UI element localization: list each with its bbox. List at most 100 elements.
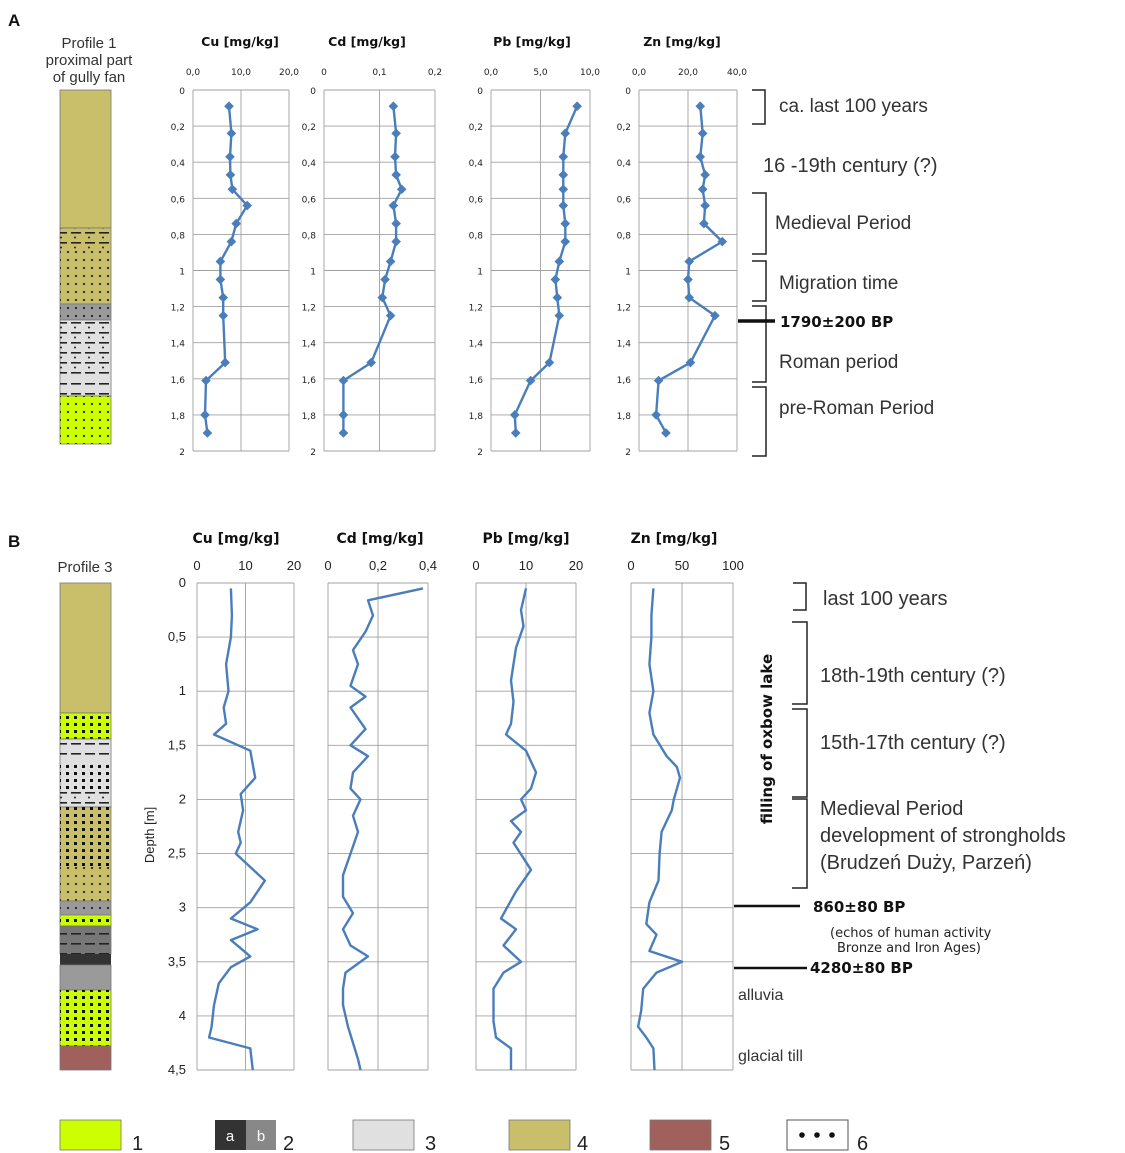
data-point-a-cu-14	[200, 410, 210, 420]
data-point-a-zn-0	[695, 101, 706, 112]
vertical-label-oxbow: filling of oxbow lake	[758, 654, 776, 824]
chart-a-pb: Pb [mg/kg] 0 0,2 0,4 0,6 0,8 1 1,2 1,4 1,6 1,8 2 0,0…	[469, 34, 601, 458]
data-point-a-cd-13	[338, 375, 349, 386]
chart-title-a-pb: Pb [mg/kg]	[493, 34, 571, 49]
y-tick-a-cu-4: 0,8	[171, 231, 186, 241]
x-tick-a-pb-1: 5,0	[533, 68, 548, 78]
profile-1-title-line-1: Profile 1	[61, 35, 116, 52]
data-point-a-cd-7	[391, 236, 401, 247]
y-tick-b-cu-2: 1	[179, 683, 186, 698]
x-tick-b-cu-1: 10	[238, 558, 252, 573]
legend-swatch-2b	[246, 1120, 276, 1150]
data-point-a-cd-11	[385, 310, 396, 321]
data-point-a-cd-8	[385, 256, 396, 267]
date-label-860: 860±80 BP	[813, 898, 905, 916]
y-tick-b-cu-5: 2,5	[168, 846, 186, 861]
y-tick-a-cd-2: 0,4	[302, 159, 317, 169]
legend-label-6: 6	[857, 1133, 868, 1153]
data-point-a-cd-0	[388, 101, 399, 112]
panel-a-letter: A	[8, 11, 20, 30]
y-tick-a-pb-8: 1,6	[469, 376, 484, 386]
medieval-line-1: Medieval Period	[820, 798, 963, 820]
x-tick-b-cd-1: 0,2	[369, 558, 387, 573]
data-point-a-cu-3	[225, 170, 236, 180]
data-point-a-pb-12	[544, 357, 555, 368]
panel-b-annotations: last 100 years filling of oxbow lake 18t…	[734, 582, 1066, 1065]
data-point-a-pb-9	[550, 274, 561, 285]
y-tick-a-cd-6: 1,2	[302, 304, 316, 314]
series-line-b-cu	[207, 588, 267, 1071]
data-point-a-zn-12	[685, 357, 696, 368]
medieval-line-2: development of strongholds	[820, 825, 1066, 847]
series-line-a-pb	[513, 105, 579, 433]
series-line-a-cd	[342, 106, 403, 433]
data-point-a-zn-4	[697, 184, 708, 195]
y-tick-a-pb-0: 0	[477, 87, 483, 97]
x-tick-b-pb-0: 0	[472, 558, 479, 573]
data-point-a-cd-5	[388, 200, 399, 211]
bracket-15-17th-century	[792, 708, 808, 798]
y-axis-label-depth: Depth [m]	[142, 807, 157, 863]
y-tick-a-pb-6: 1,2	[469, 304, 483, 314]
x-tick-a-zn-0: 0,0	[632, 68, 647, 78]
chart-b-zn: Zn [mg/kg] 0 50 100	[627, 531, 744, 1071]
x-tick-a-cd-1: 0,1	[372, 68, 386, 78]
y-tick-a-cu-5: 1	[179, 268, 185, 278]
legend-label-5: 5	[719, 1133, 730, 1153]
y-tick-a-zn-2: 0,4	[617, 159, 632, 169]
data-point-a-cd-15	[338, 428, 349, 438]
data-point-a-pb-8	[554, 256, 565, 267]
series-line-a-cu	[203, 106, 249, 434]
legend-swatch-1	[59, 1119, 122, 1151]
data-point-a-pb-0	[572, 101, 582, 112]
data-point-a-zn-8	[684, 256, 695, 267]
data-point-a-cu-8	[215, 256, 226, 267]
y-tick-a-cu-10: 2	[179, 448, 185, 458]
series-line-b-cd	[341, 587, 424, 1071]
data-point-a-cu-10	[218, 292, 229, 303]
y-tick-a-zn-0: 0	[625, 87, 631, 97]
legend-sub-b: b	[257, 1128, 265, 1145]
chart-a-cu: Cu [mg/kg]00,20,40,60,811,21,41,61,820,0…	[171, 34, 300, 458]
data-point-a-cd-3	[391, 170, 401, 180]
period-label-18-19th-century: 18th-19th century (?)	[820, 665, 1006, 687]
chart-title-b-cd: Cd [mg/kg]	[336, 531, 423, 547]
x-tick-b-pb-2: 20	[569, 558, 583, 573]
x-tick-b-cd-0: 0	[324, 558, 331, 573]
legend-swatch-3	[352, 1119, 415, 1151]
data-point-a-cu-5	[242, 200, 253, 211]
profile-3-title: Profile 3	[57, 559, 112, 576]
y-tick-a-pb-5: 1	[477, 268, 483, 278]
profile-1-title-line-2: proximal part	[46, 52, 134, 69]
data-point-a-cu-15	[202, 428, 213, 438]
y-tick-a-cd-3: 0,6	[302, 195, 317, 205]
chart-b-cd: Cd [mg/kg] 0 0,2 0,4	[324, 531, 437, 1071]
data-point-a-zn-1	[697, 128, 708, 139]
data-point-a-cd-2	[390, 151, 400, 162]
medieval-line-3: (Brudzeń Duży, Parzeń)	[820, 852, 1032, 874]
bracket-last-100-years-b	[793, 582, 807, 611]
x-tick-b-cu-0: 0	[193, 558, 200, 573]
y-tick-a-cu-0: 0	[179, 87, 185, 97]
x-tick-a-pb-2: 10,0	[580, 68, 600, 78]
x-tick-a-cu-1: 10,0	[231, 68, 251, 78]
legend-swatch-5	[649, 1119, 712, 1151]
data-point-a-zn-6	[699, 218, 709, 229]
data-point-a-pb-14	[509, 410, 520, 420]
y-tick-a-cu-3: 0,6	[171, 195, 186, 205]
data-point-a-pb-15	[510, 428, 521, 438]
y-tick-b-cu-3: 1,5	[168, 737, 186, 752]
y-tick-a-zn-6: 1,2	[617, 304, 631, 314]
data-point-a-zn-2	[695, 151, 706, 162]
data-point-a-pb-4	[558, 184, 569, 195]
chart-title-a-zn: Zn [mg/kg]	[643, 34, 721, 49]
y-tick-a-pb-4: 0,8	[469, 231, 484, 241]
y-tick-a-cd-1: 0,2	[302, 123, 316, 133]
profile-1-column	[59, 89, 112, 445]
data-point-a-zn-9	[683, 274, 693, 285]
y-tick-a-cu-7: 1,4	[171, 340, 186, 350]
series-line-b-pb	[492, 588, 538, 1070]
chart-title-b-cu: Cu [mg/kg]	[193, 531, 280, 547]
x-tick-a-cu-2: 20,0	[279, 68, 299, 78]
bracket-migration	[752, 260, 767, 302]
